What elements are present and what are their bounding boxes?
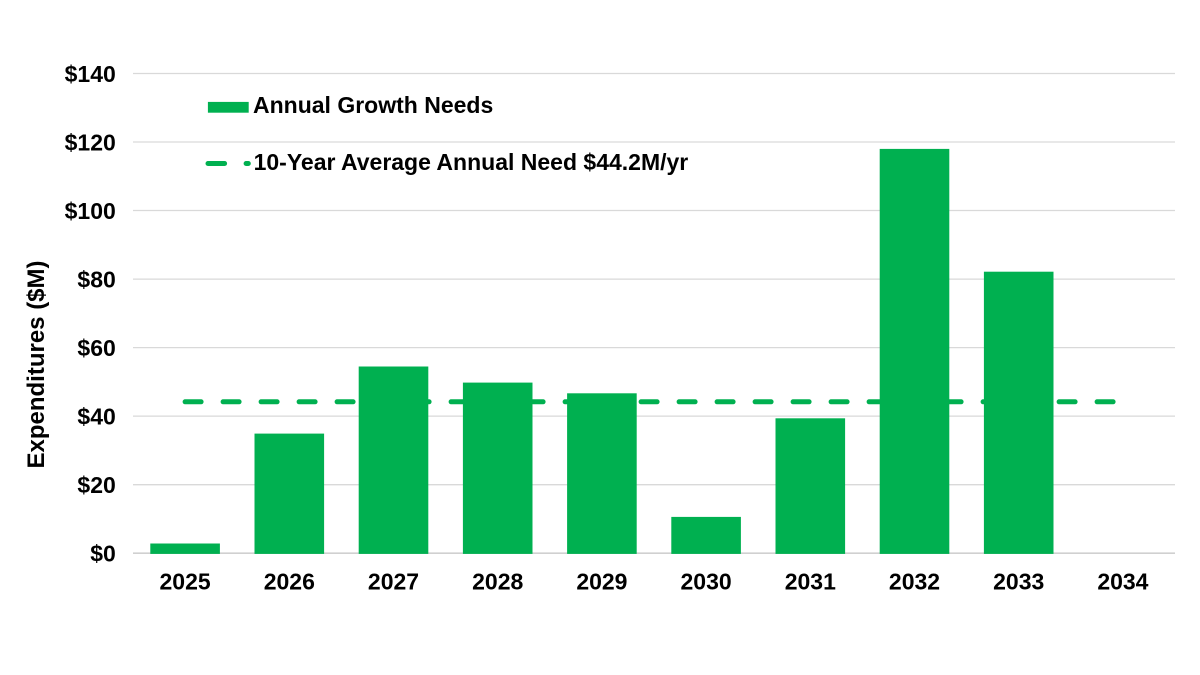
svg-text:10-Year Average Annual Need $4: 10-Year Average Annual Need $44.2M/yr — [254, 149, 689, 175]
svg-text:2025: 2025 — [160, 568, 211, 594]
svg-text:$40: $40 — [77, 404, 115, 430]
svg-text:$100: $100 — [65, 198, 116, 224]
svg-text:$0: $0 — [90, 541, 116, 567]
svg-text:2026: 2026 — [264, 568, 315, 594]
svg-text:$80: $80 — [77, 267, 115, 293]
svg-text:2028: 2028 — [472, 568, 523, 594]
svg-text:2033: 2033 — [993, 568, 1044, 594]
svg-text:Annual Growth Needs: Annual Growth Needs — [253, 92, 493, 118]
svg-text:2030: 2030 — [681, 568, 732, 594]
svg-text:2032: 2032 — [889, 568, 940, 594]
svg-text:Expenditures ($M): Expenditures ($M) — [23, 260, 50, 468]
svg-text:2027: 2027 — [368, 568, 419, 594]
svg-text:2029: 2029 — [576, 568, 627, 594]
svg-text:2034: 2034 — [1097, 568, 1148, 594]
svg-text:$140: $140 — [65, 61, 116, 87]
svg-text:$120: $120 — [65, 130, 116, 156]
svg-text:$20: $20 — [77, 472, 115, 498]
svg-text:2031: 2031 — [785, 568, 836, 594]
svg-text:$60: $60 — [77, 335, 115, 361]
